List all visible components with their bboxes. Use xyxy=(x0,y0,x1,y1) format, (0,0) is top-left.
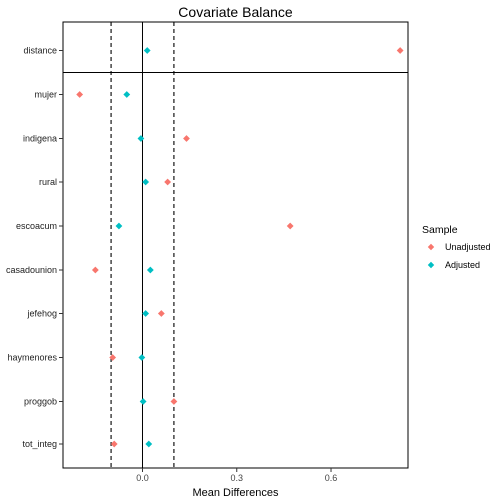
legend: Sample Unadjusted Adjusted xyxy=(422,224,491,270)
x-tick-label: 0.0 xyxy=(136,473,149,483)
point-unadjusted-rural xyxy=(164,178,172,186)
y-tick-label-casadounion: casadounion xyxy=(6,265,57,275)
x-tick-label: 0.3 xyxy=(230,473,243,483)
x-tick-label: 0.6 xyxy=(325,473,338,483)
y-tick-label-jefehog: jefehog xyxy=(26,309,57,319)
y-tick-label-escoacum: escoacum xyxy=(16,221,57,231)
point-adjusted-rural xyxy=(142,178,150,186)
legend-label-adjusted: Adjusted xyxy=(445,260,480,270)
point-adjusted-haymenores xyxy=(138,354,146,361)
point-unadjusted-distance xyxy=(396,47,404,54)
point-adjusted-mujer xyxy=(123,91,131,98)
y-tick-label-proggob: proggob xyxy=(24,397,57,407)
point-adjusted-escoacum xyxy=(115,222,123,230)
y-tick-label-mujer: mujer xyxy=(34,90,57,100)
y-tick-label-indigena: indigena xyxy=(23,134,57,144)
point-unadjusted-jefehog xyxy=(157,310,165,317)
x-axis-label: Mean Differences xyxy=(192,487,279,499)
chart-title: Covariate Balance xyxy=(178,4,293,20)
point-unadjusted-proggob xyxy=(170,398,178,405)
point-adjusted-distance xyxy=(143,47,151,54)
point-unadjusted-escoacum xyxy=(286,222,294,230)
legend-key-adjusted xyxy=(427,261,435,269)
point-adjusted-jefehog xyxy=(142,310,150,317)
legend-title: Sample xyxy=(422,224,458,236)
plot-panel xyxy=(62,21,409,469)
point-unadjusted-indigena xyxy=(183,135,190,142)
point-adjusted-tot_integ xyxy=(145,440,153,448)
point-adjusted-casadounion xyxy=(146,266,154,274)
point-adjusted-indigena xyxy=(137,135,145,142)
point-unadjusted-haymenores xyxy=(109,354,117,361)
point-adjusted-proggob xyxy=(139,398,147,405)
legend-label-unadjusted: Unadjusted xyxy=(445,242,491,252)
y-tick-label-haymenores: haymenores xyxy=(7,353,57,363)
point-unadjusted-mujer xyxy=(76,91,84,98)
y-tick-label-rural: rural xyxy=(39,177,57,187)
legend-key-unadjusted xyxy=(427,243,435,251)
y-tick-label-distance: distance xyxy=(23,46,57,56)
point-unadjusted-casadounion xyxy=(91,266,99,274)
point-unadjusted-tot_integ xyxy=(110,440,118,448)
y-tick-label-tot_integ: tot_integ xyxy=(22,439,57,449)
